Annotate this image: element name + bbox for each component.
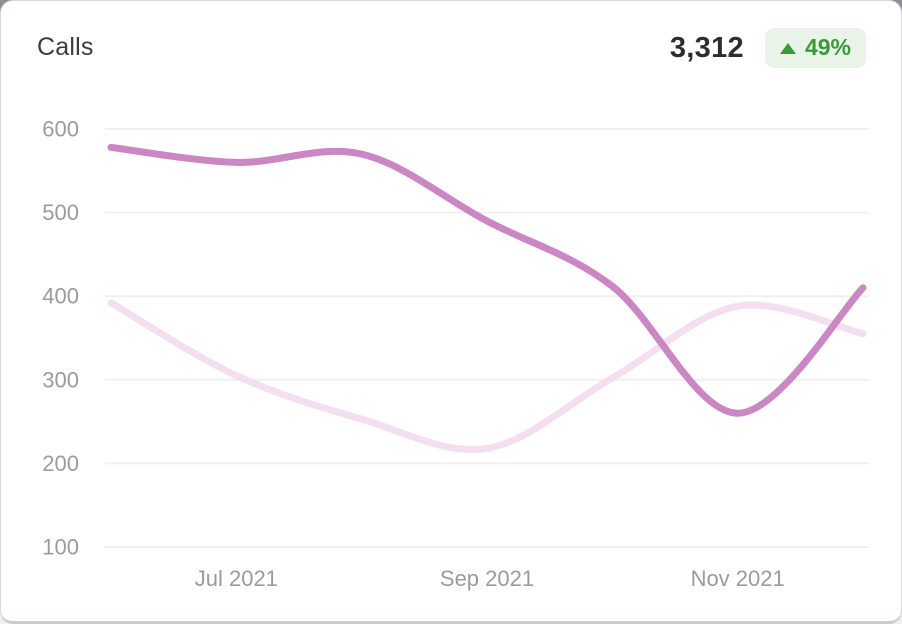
series-line-previous_period — [107, 299, 867, 453]
y-axis-tick-label: 400 — [42, 284, 79, 309]
y-axis-tick-label: 300 — [42, 367, 79, 392]
card-title: Calls — [37, 33, 94, 61]
trend-badge: 49% — [764, 28, 866, 68]
series-line-current_period — [107, 143, 867, 417]
x-axis-tick-label: Nov 2021 — [691, 566, 785, 591]
y-axis-tick-label: 200 — [42, 451, 79, 476]
metric-value: 3,312 — [669, 31, 744, 64]
x-axis-tick-label: Sep 2021 — [440, 566, 534, 591]
metric-summary: 3,312 49% — [670, 28, 866, 68]
y-axis-tick-label: 100 — [42, 535, 79, 560]
trend-percentage: 49% — [804, 34, 851, 60]
y-axis-tick-label: 500 — [42, 200, 79, 225]
x-axis-tick-label: Jul 2021 — [195, 566, 278, 591]
y-axis-tick-label: 600 — [42, 117, 79, 142]
trend-up-icon — [779, 43, 796, 54]
